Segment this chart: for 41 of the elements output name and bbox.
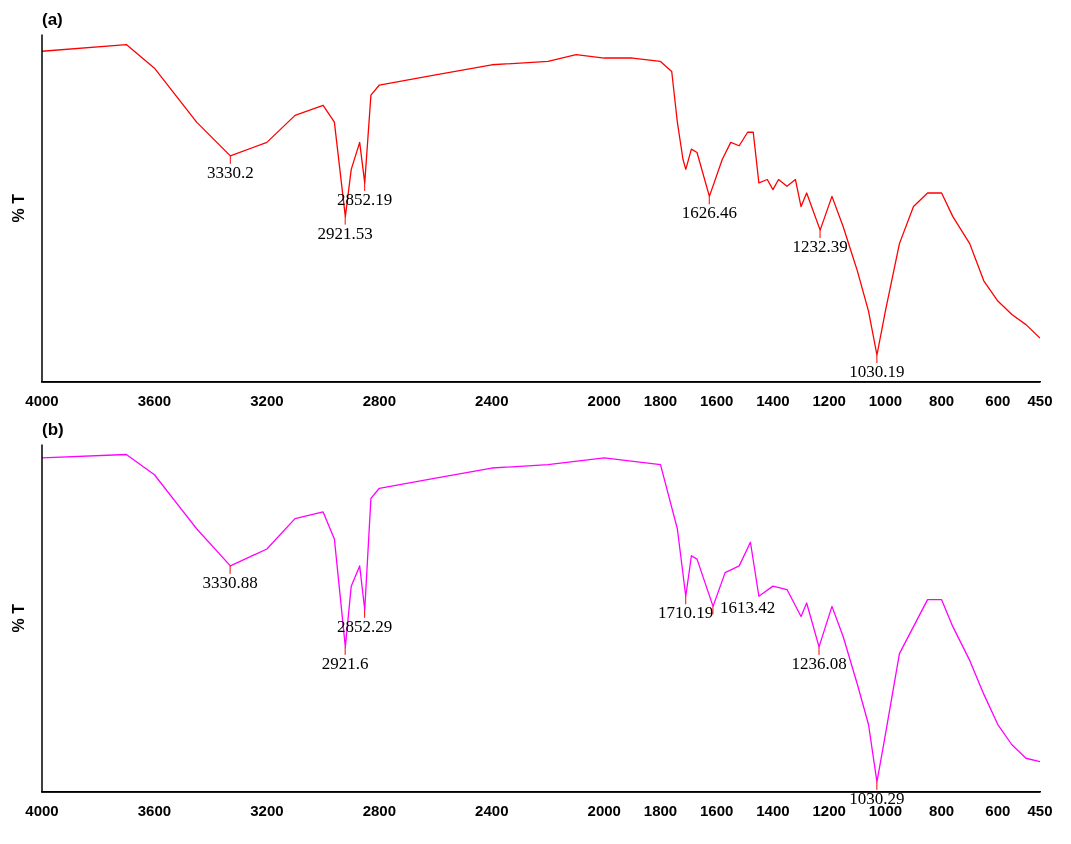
x-tick-label: 800 (929, 392, 955, 410)
x-tick-label: 1200 (812, 802, 846, 820)
x-tick-label: 600 (985, 802, 1011, 820)
x-tick-label: 4000 (25, 802, 59, 820)
x-tick-label: 4000 (25, 392, 59, 410)
annotation: 2921.6 (321, 653, 369, 673)
annotation: 1613.42 (719, 598, 776, 618)
x-tick-label: 2800 (362, 392, 397, 410)
x-tick-label: 1600 (700, 392, 734, 410)
x-tick-label: 2400 (475, 802, 509, 820)
x-tick-label: 1800 (643, 802, 678, 820)
x-tick-label: 2800 (362, 802, 397, 820)
x-tick-label: 1600 (700, 802, 734, 820)
annotation: 2921.53 (317, 223, 373, 243)
annotation: 3330.2 (206, 162, 254, 182)
chart-title: (b) (42, 419, 64, 439)
annotation: 1626.46 (681, 203, 737, 223)
y-axis-title: % T (10, 193, 28, 223)
annotation: 1236.08 (791, 653, 847, 673)
y-axis-title: % T (10, 603, 28, 633)
x-tick-label: 450 (1027, 802, 1053, 820)
annotation: 1232.39 (792, 237, 848, 257)
x-tick-label: 1000 (868, 392, 903, 410)
x-tick-label: 1400 (756, 392, 790, 410)
x-tick-label: 3200 (250, 802, 284, 820)
x-tick-label: 1800 (643, 392, 678, 410)
x-tick-label: 2000 (587, 392, 621, 410)
x-tick-label: 1400 (756, 802, 790, 820)
x-tick-label: 1200 (812, 392, 846, 410)
x-tick-label: 3200 (250, 392, 284, 410)
x-tick-label: 600 (985, 392, 1011, 410)
x-tick-label: 450 (1027, 392, 1053, 410)
annotation: 3330.88 (202, 572, 258, 592)
x-tick-label: 3600 (137, 802, 172, 820)
chart-title: (a) (42, 9, 63, 29)
x-tick-label: 2000 (587, 802, 621, 820)
annotation: 1030.19 (849, 361, 905, 381)
annotation: 1710.19 (658, 603, 714, 623)
x-tick-label: 2400 (475, 392, 509, 410)
x-tick-label: 800 (929, 802, 955, 820)
x-tick-label: 3600 (137, 392, 172, 410)
